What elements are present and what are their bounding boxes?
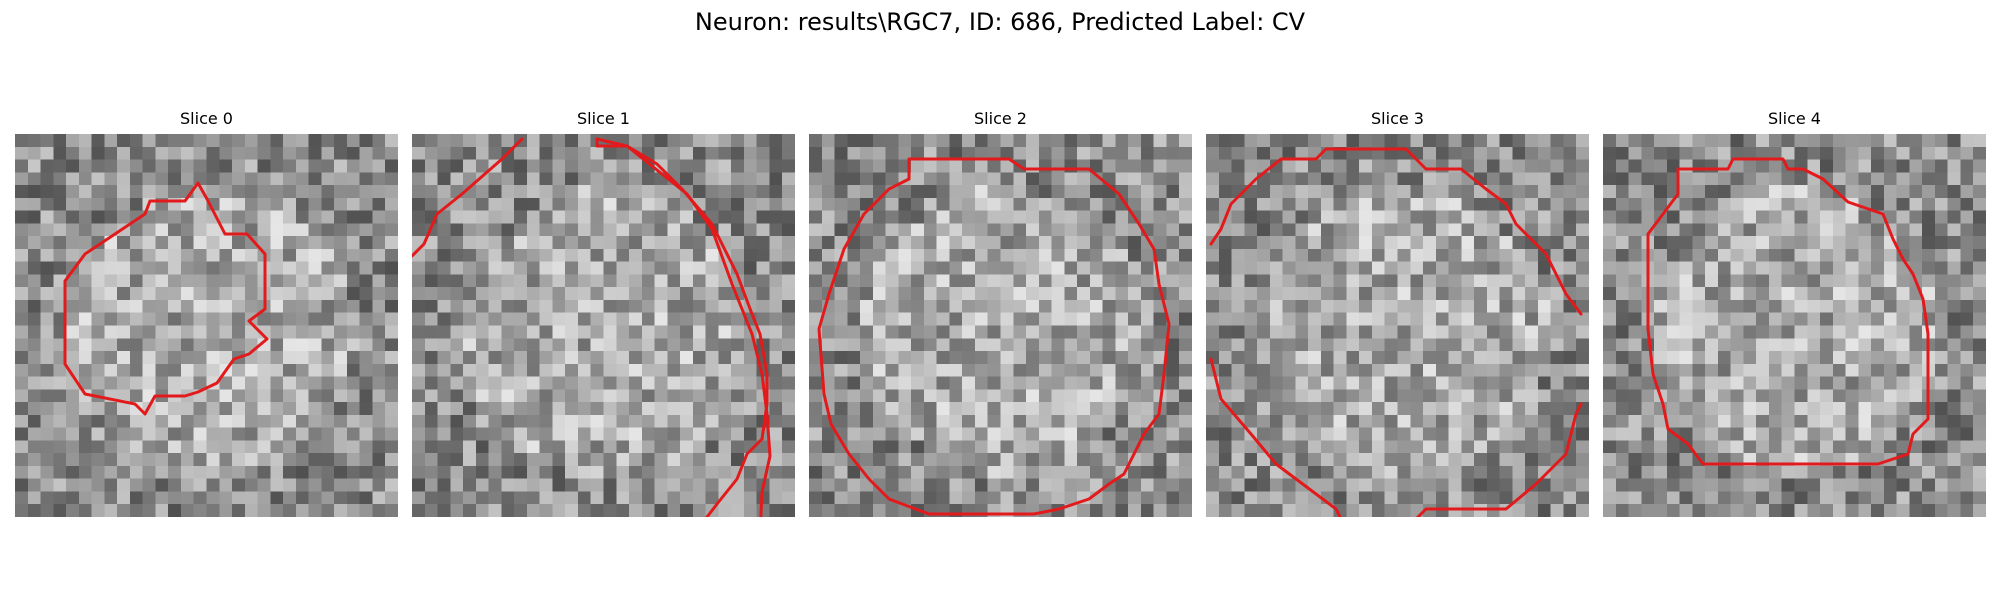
slice-panel-2: Slice 2 <box>809 110 1192 517</box>
slice-image <box>1603 134 1986 517</box>
slice-title: Slice 1 <box>577 109 630 128</box>
slice-image <box>15 134 398 517</box>
slice-title: Slice 0 <box>180 109 233 128</box>
segmentation-contour <box>595 137 769 517</box>
slice-image <box>412 134 795 517</box>
slice-title: Slice 2 <box>974 109 1027 128</box>
slice-title: Slice 3 <box>1371 109 1424 128</box>
segmentation-contour <box>817 157 1171 516</box>
slice-title: Slice 4 <box>1768 109 1821 128</box>
slice-panel-4: Slice 4 <box>1603 110 1986 517</box>
segmentation-contour <box>412 137 524 258</box>
segmentation-contour <box>1415 402 1583 517</box>
segmentation-contour <box>1209 147 1583 316</box>
segmentation-contour <box>1209 357 1342 517</box>
slice-panel-3: Slice 3 <box>1206 110 1589 517</box>
slice-image <box>809 134 1192 517</box>
segmentation-contour <box>1646 157 1930 466</box>
slice-image <box>1206 134 1589 517</box>
segmentation-contour <box>63 181 269 416</box>
slice-panel-0: Slice 0 <box>15 110 398 517</box>
slice-panel-1: Slice 1 <box>412 110 795 517</box>
figure-title: Neuron: results\RGC7, ID: 686, Predicted… <box>694 8 1306 36</box>
segmentation-contour <box>595 137 772 517</box>
